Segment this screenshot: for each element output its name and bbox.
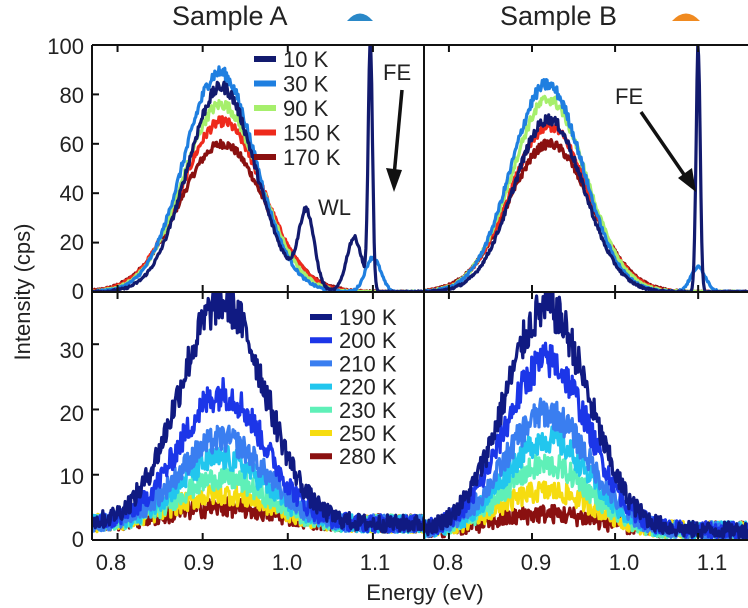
x-tick-label: 0.8 [96,550,127,575]
y-tick-label: 0 [72,279,84,304]
legend-label: 150 K [283,121,341,146]
annotation-wl: WL [318,195,351,220]
y-axis-label: Intensity (cps) [10,224,35,361]
x-axis-label: Energy (eV) [366,580,483,605]
x-tick-label: 1.1 [360,550,391,575]
panel-sample-b-low-temp [424,45,748,292]
series-line-190k [424,292,748,540]
annotation-fe-a: FE [383,60,411,85]
y-tick-label: 60 [60,132,84,157]
panel-frames [91,44,748,541]
sample-b-icon [672,13,700,21]
y-tick-label: 40 [60,181,84,206]
legend-label: 10 K [283,47,329,72]
y-tick-label: 20 [60,230,84,255]
legend-label: 170 K [283,145,341,170]
x-tick-label: 1.0 [609,550,640,575]
x-ticks-left: 0.8 0.9 1.0 1.1 [96,550,391,575]
legend-label: 30 K [283,72,329,97]
legend-label: 230 K [339,398,397,423]
title-sample-b: Sample B [500,1,617,31]
legend-label: 280 K [339,444,397,469]
legend-label: 200 K [339,328,397,353]
x-tick-label: 0.9 [521,550,552,575]
y-tick-label: 10 [60,464,84,489]
sample-a-icon [347,13,373,21]
legend-label: 90 K [283,96,329,121]
legend-label: 210 K [339,351,397,376]
y-tick-label: 20 [60,401,84,426]
panel-sample-b-high-temp [424,292,748,540]
panel-sample-a-low-temp [92,44,424,293]
x-tick-label: 1.0 [272,550,303,575]
fe-arrow-a [392,89,404,177]
series-line-10k [424,45,748,292]
legend-label: 190 K [339,305,397,330]
annotation-fe-b: FE [615,84,643,109]
x-tick-label: 0.8 [433,550,464,575]
y-tick-label: 30 [60,338,84,363]
panel-sample-a-high-temp [92,292,424,541]
series-line-10k [92,45,424,292]
legend-label: 250 K [339,421,397,446]
series-line-190k [92,292,424,534]
y-ticks-top: 0 20 40 60 80 100 [47,34,84,304]
x-tick-label: 0.9 [184,550,215,575]
y-tick-label: 100 [47,34,84,59]
y-tick-label: 80 [60,83,84,108]
fe-arrow-a-head [386,168,402,192]
fe-arrow-b [639,111,687,177]
x-tick-label: 1.1 [697,550,728,575]
x-ticks-right: 0.8 0.9 1.0 1.1 [433,550,728,575]
annotations: WL FE FE [318,60,696,220]
y-tick-label: 0 [72,527,84,552]
y-ticks-bottom: 0 10 20 30 [60,338,84,552]
fe-arrow-b-head [678,168,696,192]
title-sample-a: Sample A [172,1,288,31]
legend-label: 220 K [339,375,397,400]
